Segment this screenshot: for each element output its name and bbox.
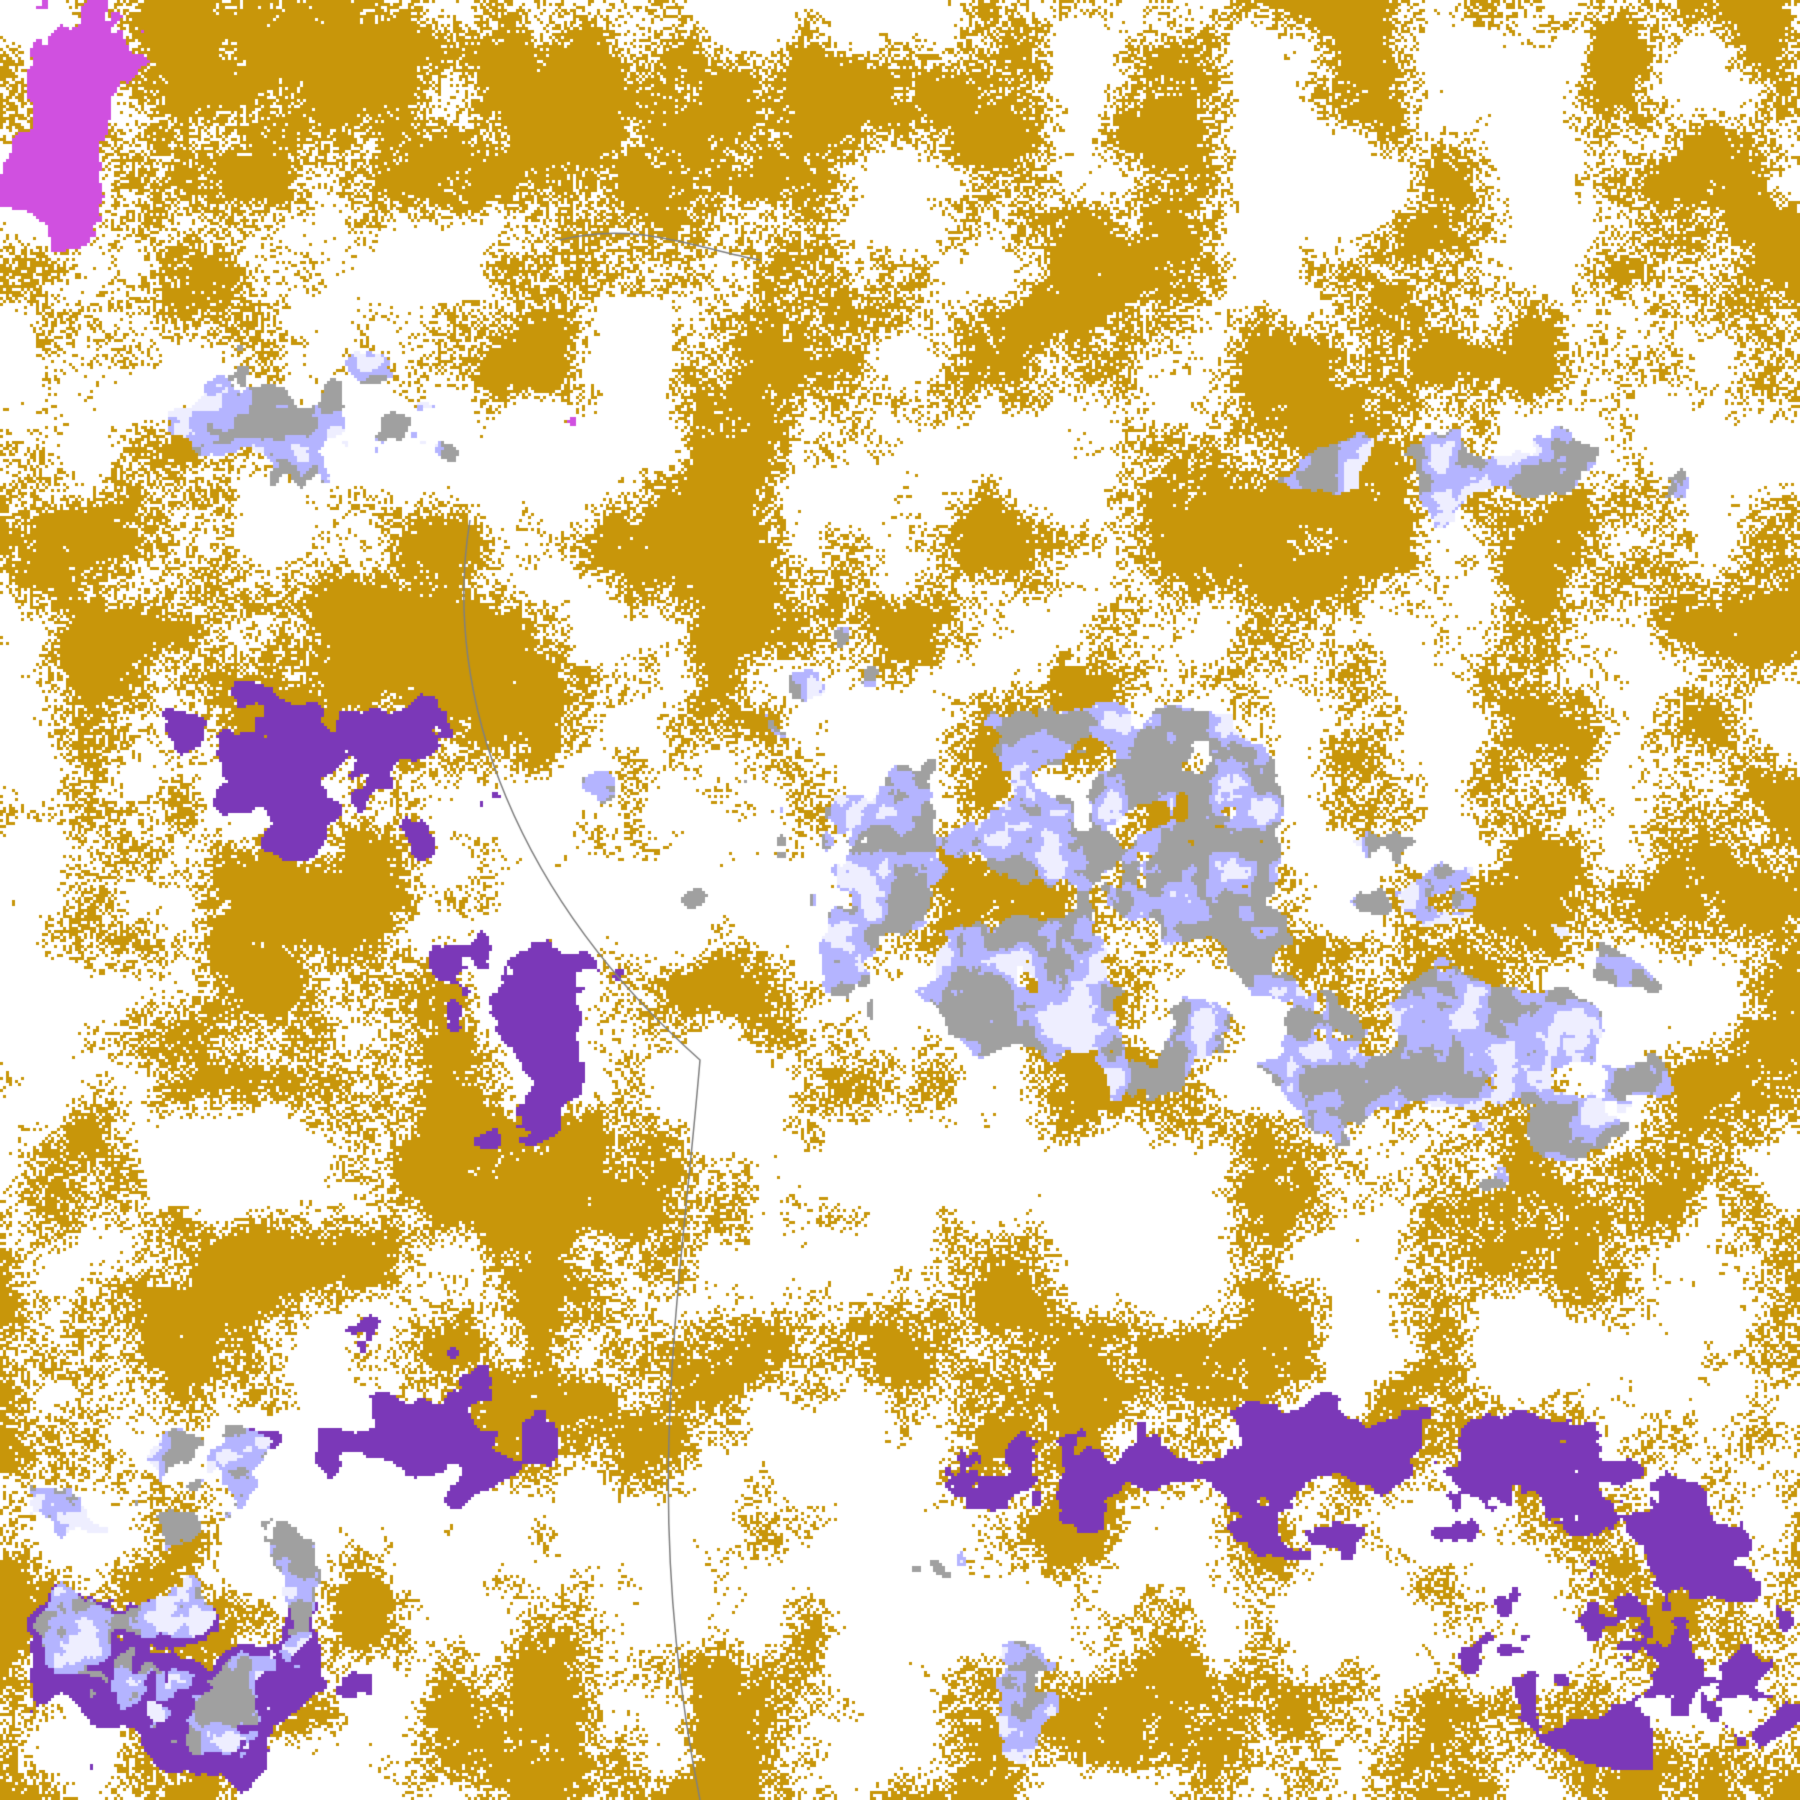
cloud-classification-canvas <box>0 0 1800 1800</box>
satellite-image <box>0 0 1800 1800</box>
